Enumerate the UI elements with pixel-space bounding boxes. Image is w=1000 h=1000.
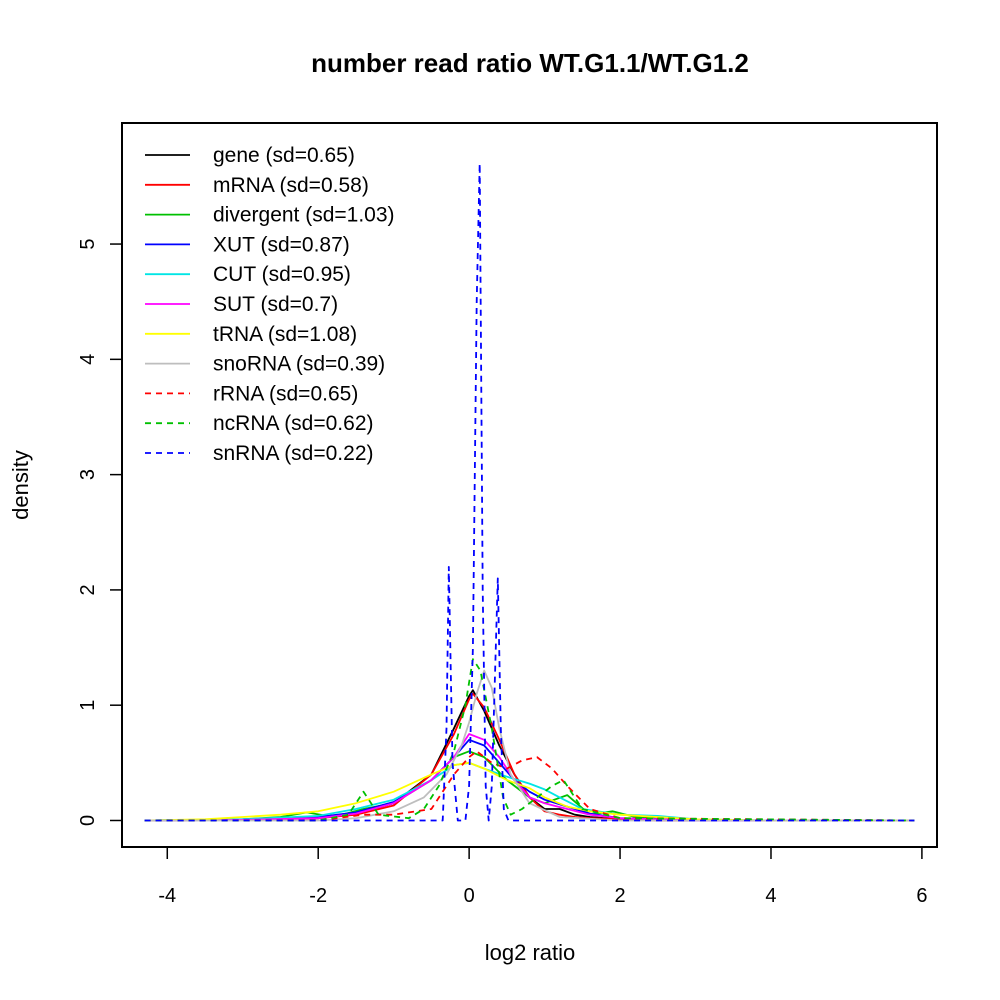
x-axis-label: log2 ratio — [485, 940, 576, 965]
legend-label: XUT (sd=0.87) — [213, 233, 350, 256]
legend-label: tRNA (sd=1.08) — [213, 323, 357, 346]
legend-label: rRNA (sd=0.65) — [213, 382, 358, 405]
x-tick-label: -4 — [158, 885, 176, 907]
series-line — [144, 162, 915, 822]
y-tick-label: 3 — [77, 469, 99, 480]
legend-label: gene (sd=0.65) — [213, 144, 355, 167]
x-axis: -4 -2 0 2 4 6 — [158, 846, 927, 907]
legend: gene (sd=0.65) mRNA (sd=0.58) divergent (s… — [145, 144, 395, 465]
series-lines — [144, 162, 915, 822]
x-tick-label: 6 — [916, 885, 927, 907]
series-line — [144, 738, 915, 822]
x-tick-label: 0 — [464, 885, 475, 907]
y-tick-label: 1 — [77, 700, 99, 711]
series-line — [144, 689, 915, 822]
legend-label: divergent (sd=1.03) — [213, 204, 395, 227]
y-tick-label: 2 — [77, 584, 99, 595]
series-line — [144, 750, 915, 822]
series-line — [144, 692, 915, 822]
legend-label: SUT (sd=0.7) — [213, 293, 338, 316]
series-line — [144, 761, 915, 822]
series-line — [144, 761, 915, 822]
x-tick-label: 2 — [614, 885, 625, 907]
y-tick-label: 5 — [77, 238, 99, 249]
series-line — [144, 733, 915, 822]
x-tick-label: -2 — [309, 885, 327, 907]
legend-label: snoRNA (sd=0.39) — [213, 353, 385, 376]
y-tick-label: 4 — [77, 354, 99, 365]
legend-label: CUT (sd=0.95) — [213, 263, 351, 286]
y-axis-label: density — [8, 450, 33, 520]
chart-title: number read ratio WT.G1.1/WT.G1.2 — [311, 48, 749, 78]
y-tick-label: 0 — [77, 815, 99, 826]
series-line — [144, 750, 915, 822]
legend-label: snRNA (sd=0.22) — [213, 442, 374, 465]
series-line — [144, 669, 915, 822]
plot-frame — [121, 122, 938, 848]
y-axis: 0 1 2 3 4 5 — [77, 238, 123, 826]
legend-label: mRNA (sd=0.58) — [213, 174, 369, 197]
legend-label: ncRNA (sd=0.62) — [213, 412, 374, 435]
x-tick-label: 4 — [765, 885, 776, 907]
